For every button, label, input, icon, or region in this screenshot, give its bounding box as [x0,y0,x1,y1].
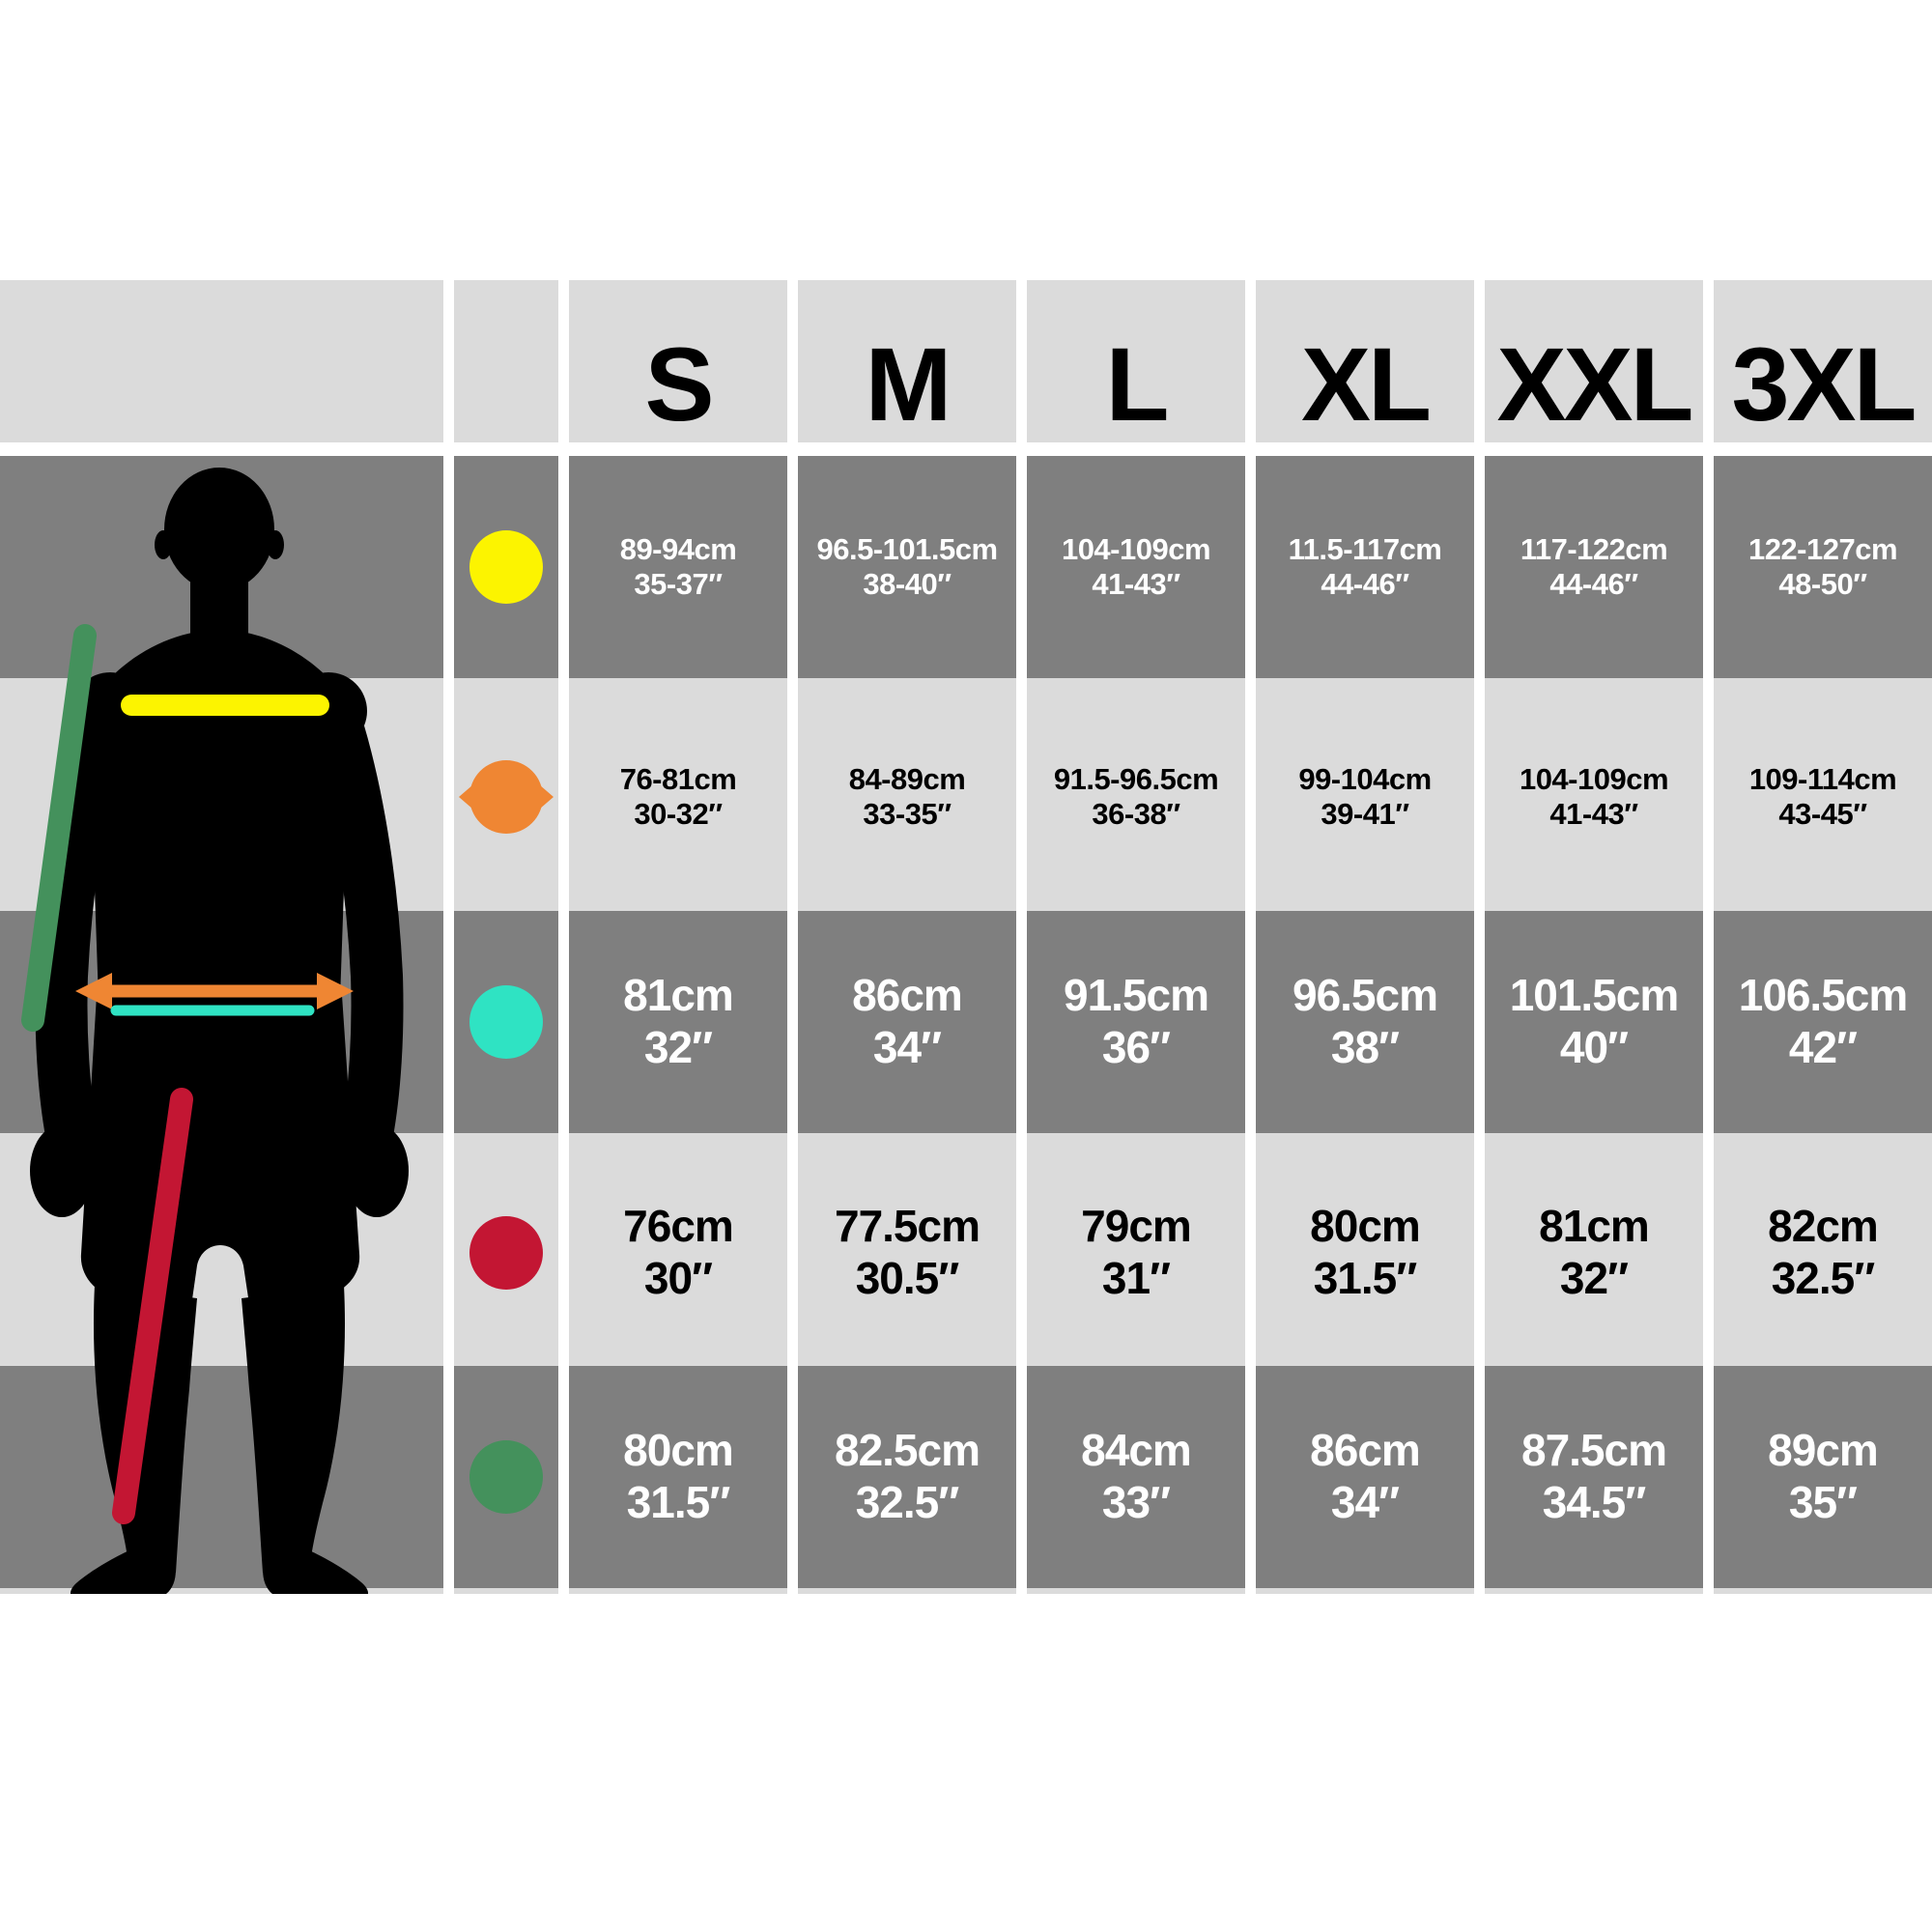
sleeve-m-cell: 82.5cm 32.5″ [798,1366,1016,1594]
size-header-3xl: 3XL [1714,280,1932,442]
inside-leg-xxl-cell: 81cm 32″ [1485,1138,1703,1367]
inside-leg-line [112,1088,193,1524]
sleeve-3xl-cell: 89cm 35″ [1714,1366,1932,1594]
chest-m-cell: 96.5-101.5cm 38-40″ [798,456,1016,684]
header-divider [0,442,1932,456]
sleeve-xxl-cell: 87.5cm 34.5″ [1485,1366,1703,1594]
size-header-s: S [569,280,787,442]
inside-leg-marker-cell [454,1138,558,1367]
figure-header-band [0,280,443,442]
chest-marker-cell [454,456,558,684]
male-silhouette [30,468,409,1594]
waist-marker-icon [459,760,554,835]
sleeve-marker-cell [454,1366,558,1594]
hip-marker-icon [469,984,543,1059]
waist-3xl-cell: 109-114cm 43-45″ [1714,683,1932,912]
chest-xl-cell: 11.5-117cm 44-46″ [1256,456,1474,684]
size-header-xl: XL [1256,280,1474,442]
hip-xl-cell: 96.5cm 38″ [1256,911,1474,1139]
male-silhouette-svg [21,468,409,1594]
size-header-m: M [798,280,1016,442]
sleeve-l-cell: 84cm 33″ [1027,1366,1245,1594]
figure-band-5 [0,1366,443,1594]
inside-leg-xl-cell: 80cm 31.5″ [1256,1138,1474,1367]
measurement-figure [0,280,443,1594]
chest-l-cell: 104-109cm 41-43″ [1027,456,1245,684]
sleeve-s-cell: 80cm 31.5″ [569,1366,787,1594]
chest-3xl-cell: 122-127cm 48-50″ [1714,456,1932,684]
inside-leg-3xl-cell: 82cm 32.5″ [1714,1138,1932,1367]
hip-s-cell: 81cm 32″ [569,911,787,1139]
sleeve-marker-icon [469,1440,543,1515]
waist-m-cell: 84-89cm 33-35″ [798,683,1016,912]
waist-marker-cell [454,683,558,912]
waist-xxl-cell: 104-109cm 41-43″ [1485,683,1703,912]
waist-arrow-line [75,973,354,1009]
marker-header-band [454,280,558,442]
chest-xxl-cell: 117-122cm 44-46″ [1485,456,1703,684]
inside-leg-s-cell: 76cm 30″ [569,1138,787,1367]
hip-m-cell: 86cm 34″ [798,911,1016,1139]
hip-3xl-cell: 106.5cm 42″ [1714,911,1932,1139]
size-header-xxl: XXL [1485,280,1703,442]
sleeve-line [21,624,97,1032]
sleeve-xl-cell: 86cm 34″ [1256,1366,1474,1594]
inside-leg-l-cell: 79cm 31″ [1027,1138,1245,1367]
chest-marker-icon [469,529,543,604]
waist-s-cell: 76-81cm 30-32″ [569,683,787,912]
size-header-l: L [1027,280,1245,442]
inside-leg-marker-icon [469,1215,543,1290]
hip-marker-cell [454,911,558,1139]
hip-xxl-cell: 101.5cm 40″ [1485,911,1703,1139]
size-chart-table: S M L XL XXL 3XL 89-94cm 35-37″ 96.5-101… [0,280,1932,1594]
inside-leg-m-cell: 77.5cm 30.5″ [798,1138,1016,1367]
hip-l-cell: 91.5cm 36″ [1027,911,1245,1139]
chest-s-cell: 89-94cm 35-37″ [569,456,787,684]
waist-l-cell: 91.5-96.5cm 36-38″ [1027,683,1245,912]
waist-xl-cell: 99-104cm 39-41″ [1256,683,1474,912]
